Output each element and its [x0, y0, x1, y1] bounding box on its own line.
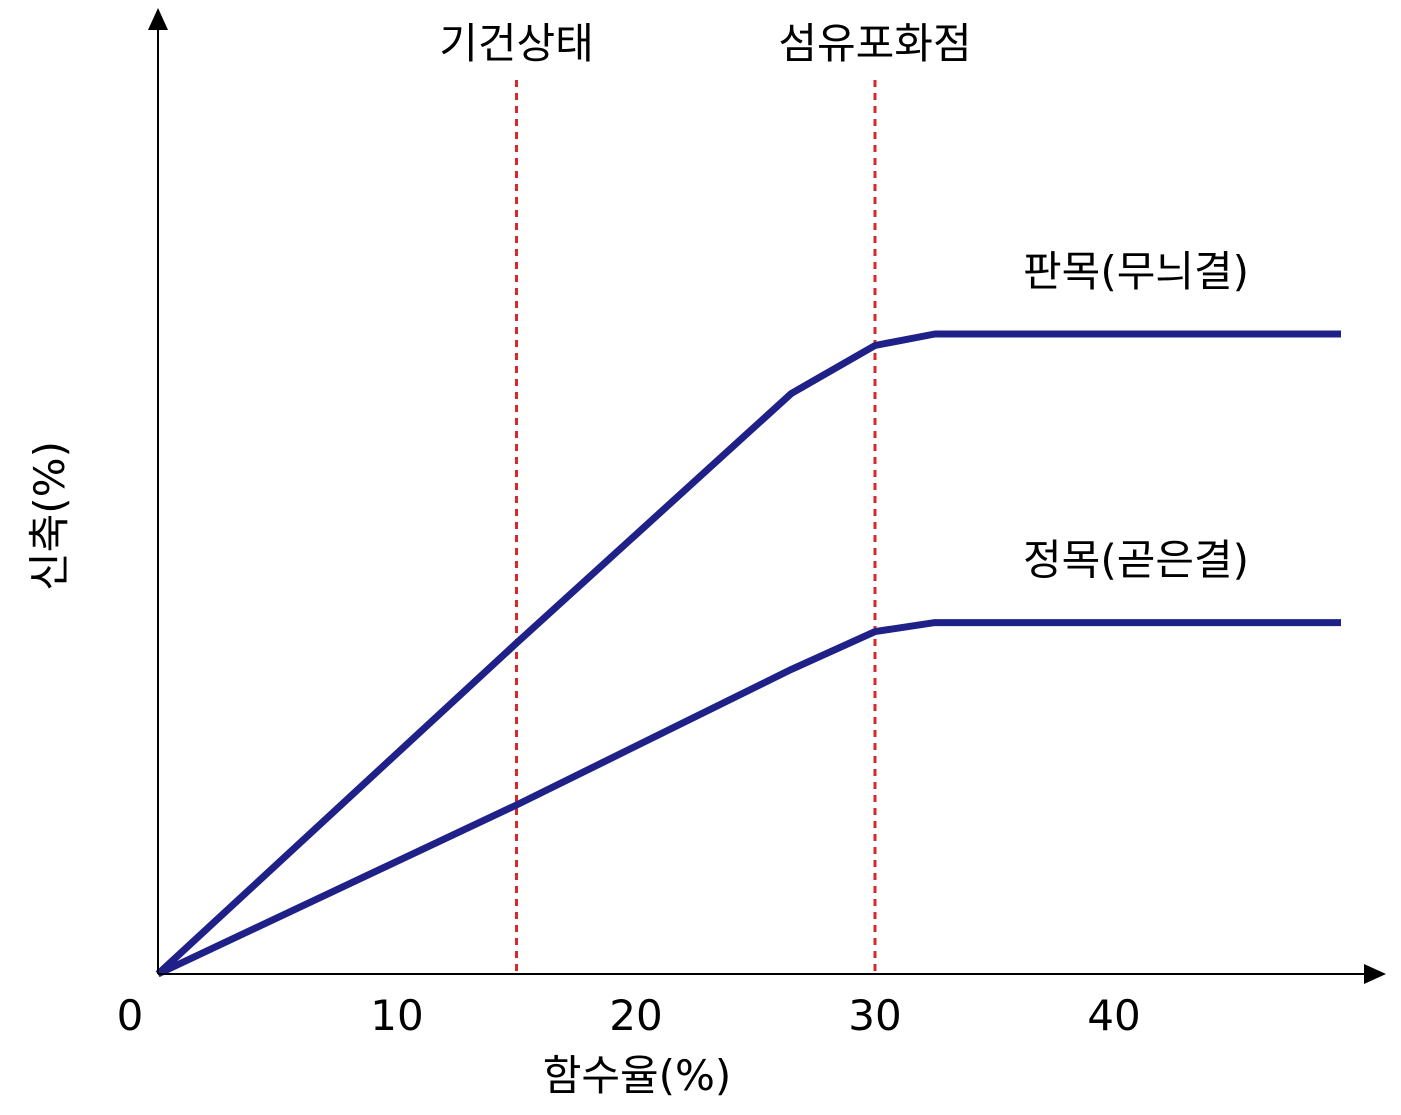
series-label: 판목(무늬결)	[1023, 247, 1249, 296]
series-line	[156, 619, 1341, 978]
series-labels: 판목(무늬결) 정목(곧은결)	[1023, 247, 1249, 585]
series-line	[155, 330, 1341, 977]
x-axis-title: 함수율(%)	[543, 1051, 732, 1100]
y-axis-title: 신축(%)	[25, 441, 74, 591]
reference-line-label: 섬유포화점	[778, 19, 971, 68]
plot-area: 0 10 20 30 40 기건상태 섬유포화점 판목(무늬결) 정목(곧은결)	[117, 8, 1386, 1040]
x-tick-label: 30	[848, 991, 901, 1040]
x-tick-labels: 0 10 20 30 40	[117, 991, 1141, 1040]
reference-line-labels: 기건상태 섬유포화점	[439, 19, 971, 68]
reference-lines	[515, 80, 877, 974]
x-tick-label: 10	[370, 991, 423, 1040]
reference-line-label: 기건상태	[439, 19, 594, 68]
x-tick-label: 0	[117, 991, 144, 1040]
y-axis-arrowhead	[148, 8, 168, 30]
x-axis-arrowhead	[1364, 964, 1386, 984]
series-label: 정목(곧은결)	[1023, 536, 1249, 585]
axes	[148, 8, 1386, 984]
x-tick-label: 20	[609, 991, 662, 1040]
x-tick-label: 40	[1087, 991, 1140, 1040]
series-lines	[155, 330, 1341, 978]
